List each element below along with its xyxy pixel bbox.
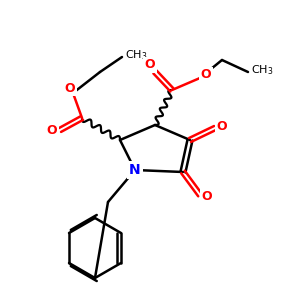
Text: O: O	[201, 68, 211, 82]
Text: O: O	[202, 190, 212, 203]
Text: O: O	[65, 82, 75, 94]
Text: O: O	[47, 124, 57, 136]
Text: N: N	[129, 163, 141, 177]
Text: O: O	[217, 121, 227, 134]
Text: O: O	[145, 58, 155, 71]
Text: CH$_3$: CH$_3$	[125, 48, 148, 62]
Text: CH$_3$: CH$_3$	[251, 63, 274, 77]
